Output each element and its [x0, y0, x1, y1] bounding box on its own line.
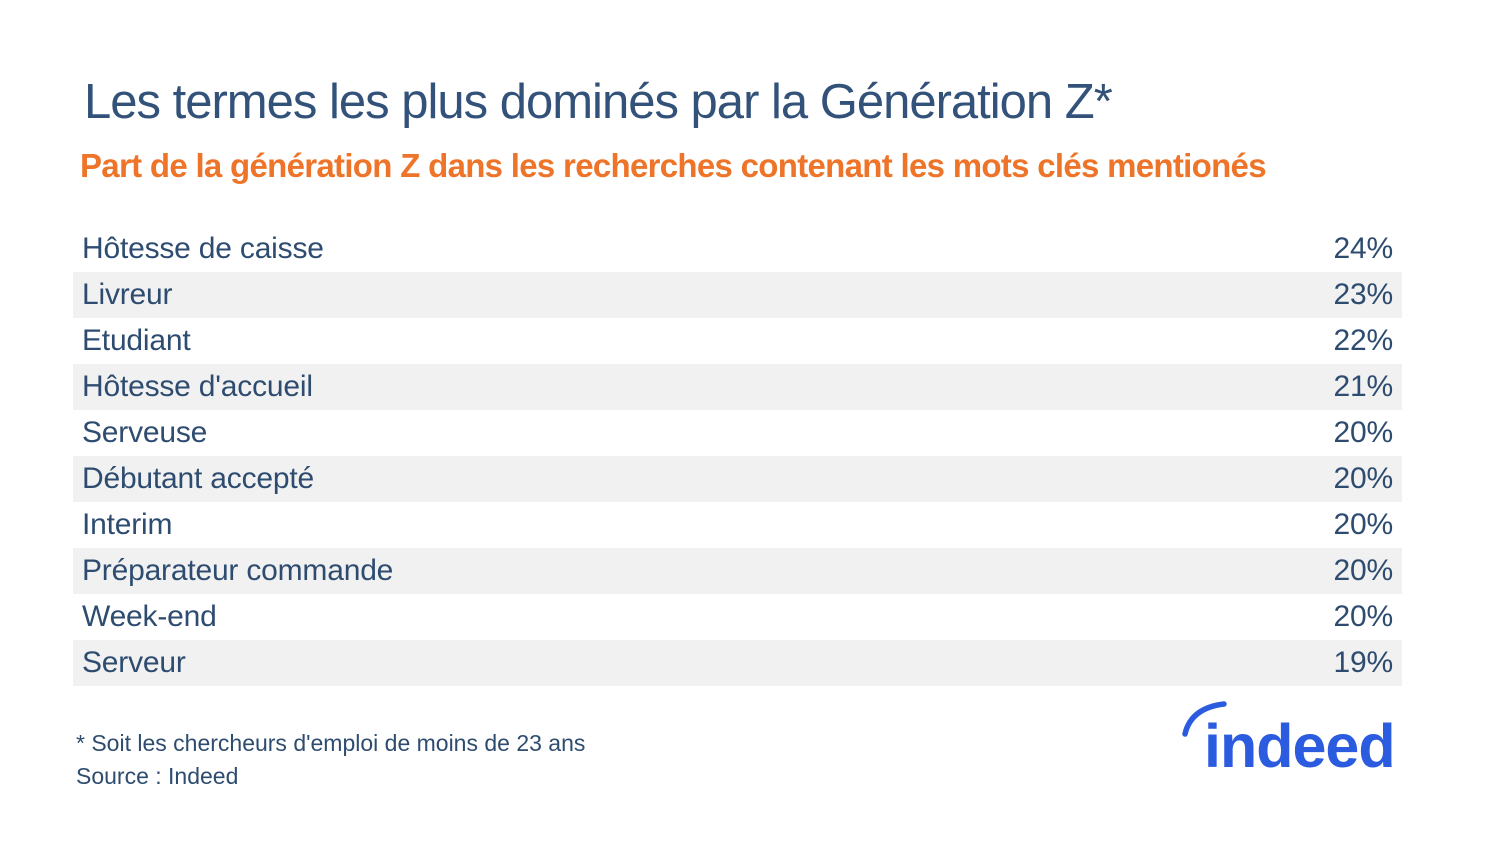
share-percent-value: 20%	[1333, 554, 1394, 587]
table-row: Serveur 19%	[73, 640, 1402, 686]
share-percent-value: 20%	[1333, 416, 1394, 449]
keyword-label: Hôtesse d'accueil	[82, 370, 313, 403]
share-percent-value: 24%	[1333, 232, 1394, 265]
table-row: Hôtesse d'accueil 21%	[73, 364, 1402, 410]
keyword-label: Préparateur commande	[82, 554, 394, 587]
keyword-label: Serveuse	[82, 416, 208, 449]
table-row: Livreur 23%	[73, 272, 1402, 318]
share-percent-value: 22%	[1333, 324, 1394, 357]
table-row: Week-end 20%	[73, 594, 1402, 640]
footnotes: * Soit les chercheurs d'emploi de moins …	[76, 727, 585, 793]
keyword-label: Interim	[82, 508, 173, 541]
page-subtitle: Part de la génération Z dans les recherc…	[80, 147, 1267, 184]
keyword-label: Livreur	[82, 278, 173, 311]
keyword-label: Hôtesse de caisse	[82, 232, 324, 265]
share-percent-value: 23%	[1333, 278, 1394, 311]
share-percent-value: 20%	[1333, 462, 1394, 495]
keyword-label: Etudiant	[82, 324, 191, 357]
footnote-definition: * Soit les chercheurs d'emploi de moins …	[76, 730, 586, 756]
table-row: Préparateur commande 20%	[73, 548, 1402, 594]
logo-wordmark: indeed	[1204, 712, 1395, 780]
table-row: Interim 20%	[73, 502, 1402, 548]
keyword-label: Débutant accepté	[82, 462, 314, 495]
keyword-label: Week-end	[82, 600, 217, 633]
table-row: Etudiant 22%	[73, 318, 1402, 364]
keyword-label: Serveur	[82, 646, 186, 679]
indeed-logo: indeed	[1178, 694, 1413, 794]
indeed-logo-graphic: indeed	[1182, 701, 1396, 780]
table-row: Serveuse 20%	[73, 410, 1402, 456]
share-percent-value: 21%	[1333, 370, 1394, 403]
share-percent-value: 19%	[1333, 646, 1394, 679]
table-row: Hôtesse de caisse 24%	[73, 226, 1402, 272]
logo-arc-icon	[1182, 701, 1227, 737]
table-row: Débutant accepté 20%	[73, 456, 1402, 502]
share-percent-value: 20%	[1333, 600, 1394, 633]
source-line: Source : Indeed	[76, 763, 239, 789]
keyword-share-table: Hôtesse de caisse 24% Livreur 23% Etudia…	[73, 226, 1402, 686]
share-percent-value: 20%	[1333, 508, 1394, 541]
page-title: Les termes les plus dominés par la Génér…	[84, 75, 1113, 129]
